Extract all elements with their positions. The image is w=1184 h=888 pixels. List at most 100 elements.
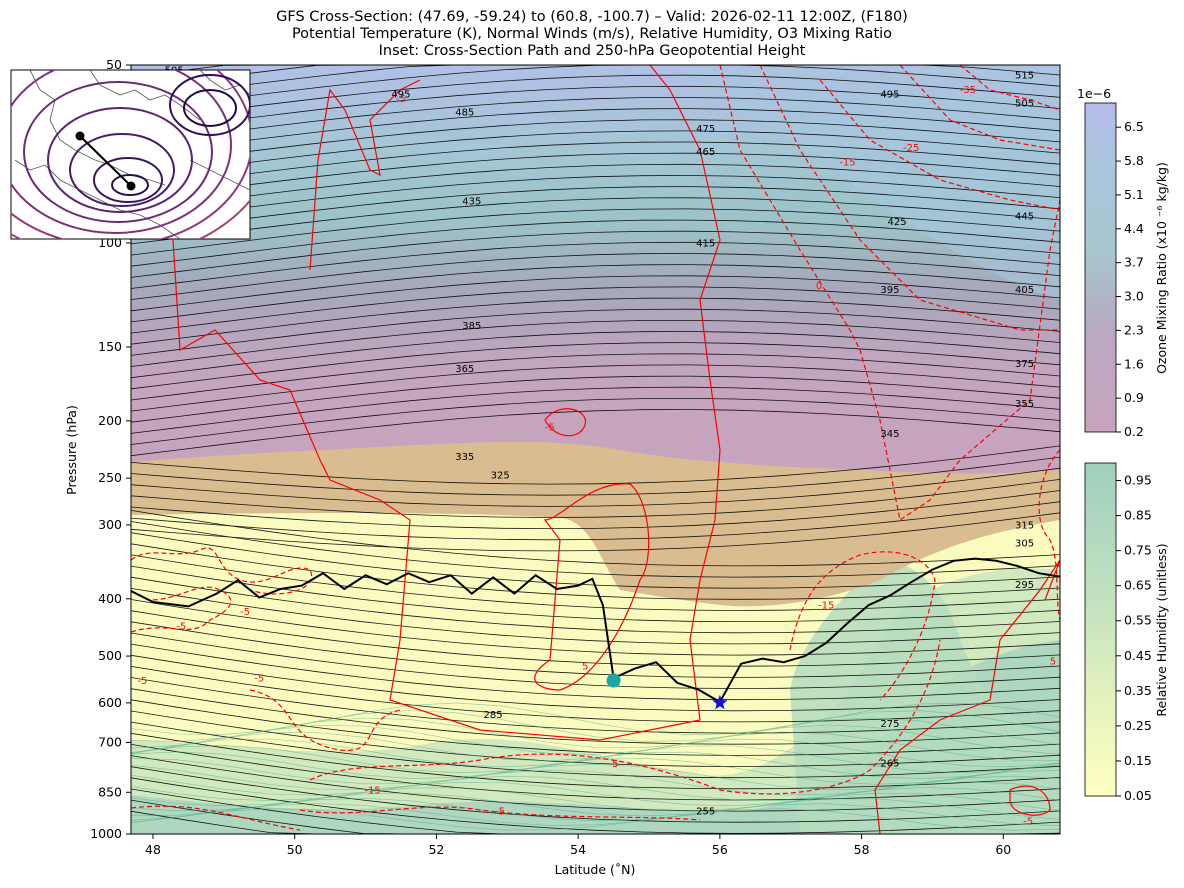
theta-contour-label: 375 [1015, 359, 1034, 370]
y-tick-label: 500 [98, 648, 122, 663]
theta-contour-label: 465 [696, 147, 715, 158]
theta-contour-line [131, 632, 1060, 689]
theta-contour-line [131, 490, 1060, 529]
theta-contour-line [131, 710, 1060, 767]
theta-contour-line [131, 97, 1060, 144]
theta-contour-line [131, 74, 1060, 122]
y-tick-label: 300 [98, 517, 122, 532]
y-tick-label: 50 [106, 57, 122, 72]
wind-contour-dashed-1 [719, 65, 1060, 521]
theta-contour-line [131, 108, 1060, 156]
rh-tick-label: 0.35 [1124, 683, 1152, 698]
theta-contour-label: 325 [491, 471, 510, 482]
theta-contour-line [131, 253, 1060, 300]
theta-contour-line [131, 130, 1060, 178]
theta-contour-line [131, 777, 1060, 834]
rh-contour-line [131, 724, 1060, 755]
wind-contour-dashed-3 [819, 79, 1060, 211]
wind-contour-solid-3 [534, 483, 650, 691]
ozone-tick-label: 4.4 [1124, 221, 1144, 236]
ozone-tick-label: 5.8 [1124, 153, 1144, 168]
tropopause-line [131, 557, 1060, 704]
wind-contour-label: -5 [254, 674, 264, 685]
theta-contour-line [131, 297, 1060, 345]
ozone-tick-label: 0.2 [1124, 424, 1144, 439]
inset-coastline-4 [189, 159, 250, 191]
theta-contour-line [131, 755, 1060, 812]
theta-contour-line [131, 510, 1060, 567]
inset-path-end-dot [126, 181, 136, 191]
wind-contour-solid-5 [874, 559, 1060, 834]
wind-contour-solid-7 [1044, 559, 1060, 601]
theta-contour-line [131, 141, 1060, 189]
wind-contour-label: -25 [903, 143, 919, 154]
theta-contour-line [131, 386, 1060, 434]
rh-contour-line [131, 797, 1060, 822]
theta-contour-line [131, 409, 1060, 457]
theta-contour-line [131, 319, 1060, 367]
theta-contour-line [131, 65, 1060, 89]
wind-contour-label: -5 [137, 676, 147, 687]
rh-colorbar-label: Relative Humidity (unitless) [1154, 543, 1169, 716]
theta-contour-line [131, 364, 1060, 412]
theta-contour-line [131, 456, 1060, 496]
inset-height-contour-4 [47, 107, 193, 213]
theta-contour-line [131, 677, 1060, 734]
theta-contours [131, 65, 1060, 834]
marker-circle [606, 673, 621, 688]
wind-contour-solid-1 [172, 65, 721, 741]
wind-contour-dashed-10 [299, 806, 701, 821]
inset-coastline-2 [89, 70, 201, 121]
theta-contour-label: 405 [1015, 285, 1034, 296]
ozone-colorbar: 1e−6 0.2 0.9 1.6 2.3 3.0 3.7 4.4 5.1 5.8 6.5 Ozon… [1077, 86, 1169, 439]
rh-contour-line [131, 775, 1060, 801]
rh-tick-label: 0.25 [1124, 718, 1152, 733]
theta-contour-line [131, 208, 1060, 256]
theta-contour-line [131, 543, 1060, 600]
theta-contour-line [131, 621, 1060, 678]
wind-contour-dashed-13 [1038, 449, 1060, 621]
x-axis: 48 50 52 54 56 58 60 [145, 834, 1011, 857]
theta-contour-line [131, 264, 1060, 312]
rh-tick-label: 0.85 [1124, 508, 1152, 523]
x-tick-label: 54 [570, 842, 586, 857]
theta-contour-label: 435 [462, 197, 481, 208]
theta-contour-line [131, 766, 1060, 823]
y-tick-label: 600 [98, 695, 122, 710]
theta-contour-label: 515 [1015, 71, 1034, 82]
x-tick-label: 50 [287, 842, 303, 857]
wind-contour-label: -5 [545, 423, 555, 434]
theta-contour-line [131, 467, 1060, 507]
rh-contour-line [131, 803, 1060, 826]
x-axis-label: Latitude (˚N) [555, 862, 636, 877]
theta-contour-line [131, 744, 1060, 801]
theta-contour-line [131, 699, 1060, 756]
theta-contour-line [131, 512, 1060, 552]
x-tick-label: 56 [712, 842, 728, 857]
title-line-2: Potential Temperature (K), Normal Winds … [292, 26, 892, 42]
theta-contour-label: 415 [696, 238, 715, 249]
theta-contour-line [131, 610, 1060, 667]
ozone-tick-label: 0.9 [1124, 390, 1144, 405]
rh-tick-label: 0.45 [1124, 648, 1152, 663]
wind-contour-label: -5 [495, 807, 505, 818]
theta-contour-label: 305 [1015, 539, 1034, 550]
rh-tick-label: 0.55 [1124, 613, 1152, 628]
theta-contour-line [131, 643, 1060, 701]
x-tick-label: 60 [995, 842, 1011, 857]
theta-contour-line [131, 565, 1060, 622]
x-tick-label: 52 [428, 842, 444, 857]
theta-contour-label: 475 [696, 124, 715, 135]
plot-frame [130, 64, 1061, 835]
ozone-colorbar-gradient [1084, 102, 1117, 433]
rh-contours [131, 702, 1060, 831]
theta-contour-line [131, 588, 1060, 645]
theta-contour-line [131, 599, 1060, 656]
theta-contour-label: 275 [880, 719, 899, 730]
theta-contour-line [131, 241, 1060, 289]
y-tick-label: 1000 [90, 826, 122, 841]
wind-contour-dashed-8 [249, 689, 401, 752]
theta-contour-line [131, 286, 1060, 334]
inset-height-contour-2 [93, 157, 163, 203]
rh-contour-line [131, 757, 1060, 785]
